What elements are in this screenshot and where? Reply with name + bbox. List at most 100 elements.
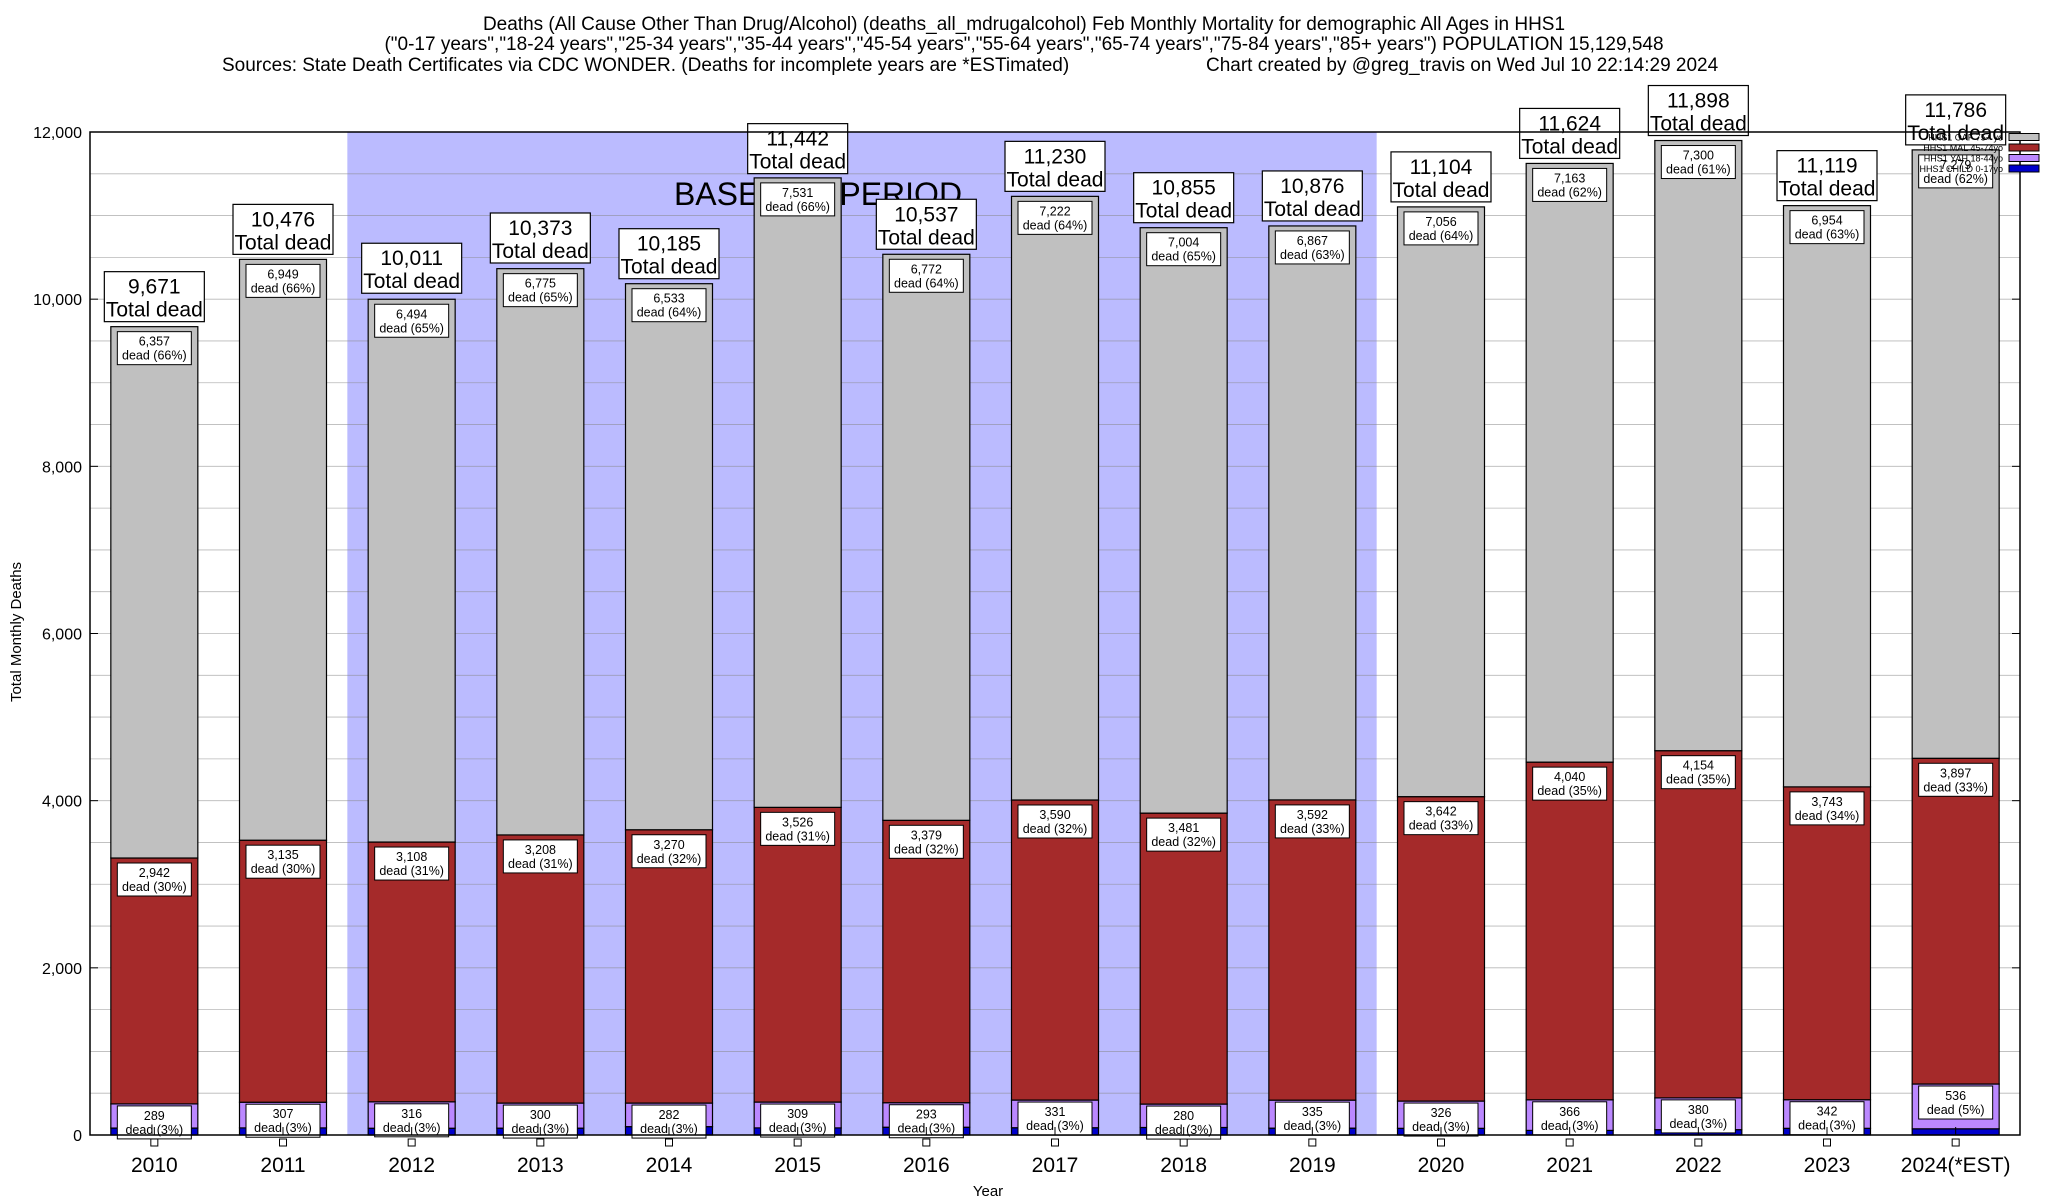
segment-value-label: 3,208 xyxy=(525,843,556,857)
segment-pct-label: dead (32%) xyxy=(1023,822,1088,836)
segment-value-label: 6,775 xyxy=(525,277,556,291)
total-value-label: 11,119 xyxy=(1796,155,1857,178)
segment-pct-label: dead (32%) xyxy=(637,852,702,866)
total-value-label: 11,786 xyxy=(1924,99,1987,122)
legend-label: HHS1 CHILD 0-17yo xyxy=(1919,164,2003,174)
segment-value-label: 380 xyxy=(1688,1103,1709,1117)
segment-value-label: 4,040 xyxy=(1554,770,1585,784)
legend-swatch xyxy=(2008,143,2040,152)
total-suffix-label: Total dead xyxy=(749,151,846,174)
segment-label-box xyxy=(245,263,321,298)
segment-pct-label: dead (30%) xyxy=(251,862,316,876)
total-value-label: 11,230 xyxy=(1024,145,1087,168)
segment-pct-label: dead (66%) xyxy=(251,281,316,295)
segment-label-box xyxy=(1660,755,1736,790)
child-label-marker xyxy=(1179,1138,1188,1147)
child-label-marker xyxy=(150,1138,159,1147)
total-value-label: 11,104 xyxy=(1410,156,1473,179)
y-tick-label: 2,000 xyxy=(42,961,82,978)
segment-pct-label: dead (33%) xyxy=(1923,780,1988,794)
segment-pct-label: dead (5%) xyxy=(1927,1103,1985,1117)
segment-label-box xyxy=(760,182,836,217)
segment-value-label: 3,108 xyxy=(396,850,427,864)
bar-segment xyxy=(1654,139,1743,752)
y-tick-label: 10,000 xyxy=(33,292,82,309)
segment-pct-label: dead (3%) xyxy=(1669,1117,1727,1131)
total-suffix-label: Total dead xyxy=(1393,179,1490,202)
segment-pct-label: dead (62%) xyxy=(1923,172,1988,186)
y-tick-label: 4,000 xyxy=(42,794,82,811)
y-tick-label: 6,000 xyxy=(42,627,82,644)
segment-label-box xyxy=(1918,1085,1994,1120)
total-label-box xyxy=(103,271,205,323)
segment-label-box xyxy=(245,844,321,879)
segment-pct-label: dead (63%) xyxy=(1795,228,1860,242)
segment-label-box xyxy=(502,839,578,874)
segment-value-label: 3,135 xyxy=(267,848,298,862)
bar-segment xyxy=(624,283,714,831)
bar-segment xyxy=(238,839,328,1103)
segment-value-label: 366 xyxy=(1559,1105,1580,1119)
total-suffix-label: Total dead xyxy=(878,226,975,249)
segment-label-box xyxy=(760,811,836,846)
legend-label: HHS1 YAH 18-44yo xyxy=(1924,154,2003,164)
segment-value-label: 3,590 xyxy=(1039,808,1070,822)
segment-value-label: 335 xyxy=(1302,1105,1323,1119)
segment-pct-label: dead (30%) xyxy=(122,880,187,894)
total-value-label: 11,624 xyxy=(1538,112,1601,135)
segment-pct-label: dead (3%) xyxy=(1283,1119,1341,1133)
bar-segment xyxy=(1139,812,1228,1105)
segment-label-box xyxy=(1789,791,1865,826)
bar-segment xyxy=(110,326,199,859)
child-label-marker xyxy=(793,1138,802,1147)
x-tick-label: 2021 xyxy=(1546,1154,1593,1177)
segment-value-label: 289 xyxy=(144,1109,165,1123)
title-line-2: ("0-17 years","18-24 years","25-34 years… xyxy=(384,34,1663,55)
segment-pct-label: dead (33%) xyxy=(1280,822,1345,836)
bar-segment xyxy=(1396,796,1486,1102)
segment-label-box xyxy=(502,273,578,308)
x-tick-label: 2023 xyxy=(1804,1154,1851,1177)
bar-segment xyxy=(367,298,456,843)
bar-segment xyxy=(1654,750,1743,1099)
bar-segment xyxy=(496,268,585,836)
bar-segment xyxy=(1010,195,1100,801)
segment-label-box xyxy=(374,303,450,338)
segment-value-label: 309 xyxy=(787,1107,808,1121)
title-line-3: Sources: State Death Certificates via CD… xyxy=(222,55,1069,76)
total-suffix-label: Total dead xyxy=(1521,135,1618,158)
segment-value-label: 4,154 xyxy=(1683,759,1714,773)
total-value-label: 10,537 xyxy=(894,203,958,226)
segment-label-box xyxy=(1532,167,1608,202)
segment-value-label: 7,056 xyxy=(1425,215,1456,229)
total-suffix-label: Total dead xyxy=(1779,178,1876,201)
segment-value-label: 6,357 xyxy=(139,335,170,349)
segment-pct-label: dead (31%) xyxy=(765,829,830,843)
segment-pct-label: dead (61%) xyxy=(1666,163,1731,177)
bar-segment xyxy=(1782,205,1872,788)
total-label-box xyxy=(489,212,591,264)
y-tick-label: 12,000 xyxy=(33,125,82,142)
segment-value-label: 331 xyxy=(1045,1105,1066,1119)
child-label-marker xyxy=(1051,1138,1059,1147)
segment-value-label: 280 xyxy=(1173,1109,1194,1123)
segment-label-box xyxy=(1274,804,1350,839)
segment-value-label: 3,743 xyxy=(1811,795,1842,809)
segment-value-label: 326 xyxy=(1431,1106,1452,1120)
segment-value-label: 3,379 xyxy=(911,828,942,842)
y-axis-label: Total Monthly Deaths xyxy=(8,562,25,702)
segment-value-label: 293 xyxy=(916,1108,937,1122)
total-suffix-label: Total dead xyxy=(235,231,332,254)
child-label-marker xyxy=(665,1138,673,1147)
segment-value-label: 316 xyxy=(401,1107,422,1121)
segment-value-label: 7,300 xyxy=(1683,149,1714,163)
segment-label-box xyxy=(1532,766,1608,801)
segment-value-label: 342 xyxy=(1817,1105,1838,1119)
segment-label-box xyxy=(1918,762,1994,797)
